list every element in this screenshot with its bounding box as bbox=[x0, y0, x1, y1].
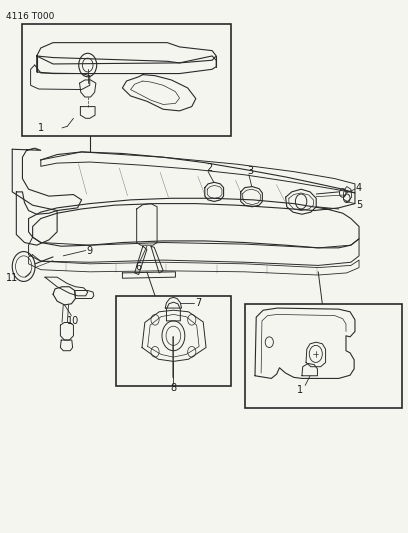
Text: 5: 5 bbox=[356, 200, 362, 209]
Text: 3: 3 bbox=[247, 166, 253, 175]
Text: 7: 7 bbox=[195, 298, 201, 308]
Text: 2: 2 bbox=[206, 163, 212, 173]
Text: 10: 10 bbox=[67, 316, 80, 326]
Bar bbox=[245, 304, 402, 408]
Bar bbox=[22, 24, 231, 136]
Text: 4116 T000: 4116 T000 bbox=[6, 12, 55, 21]
Text: 8: 8 bbox=[171, 383, 177, 393]
Text: 1: 1 bbox=[38, 123, 44, 133]
Text: 1: 1 bbox=[297, 385, 303, 395]
Text: 9: 9 bbox=[86, 246, 93, 255]
Text: 11: 11 bbox=[6, 273, 18, 283]
Text: 4: 4 bbox=[356, 183, 362, 192]
Bar bbox=[116, 296, 231, 386]
Text: 6: 6 bbox=[135, 262, 142, 271]
